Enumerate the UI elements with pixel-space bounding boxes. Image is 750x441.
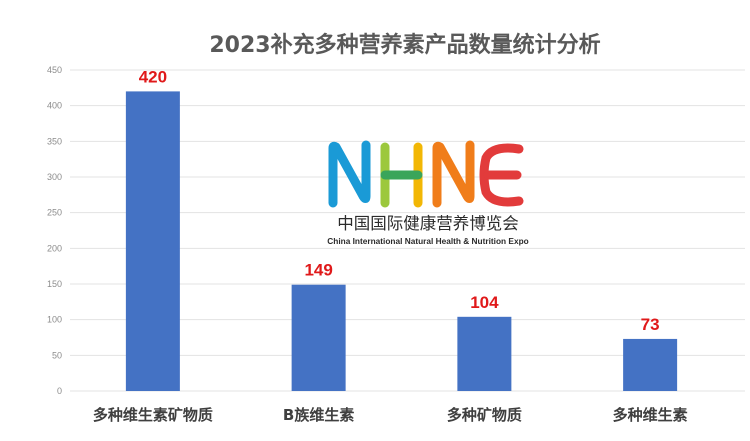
data-label: 73 [641, 315, 660, 334]
logo-name-cn: 中国国际健康营养博览会 [337, 214, 519, 233]
y-tick-label: 300 [47, 172, 62, 182]
bar [291, 284, 346, 391]
data-label: 149 [304, 261, 332, 280]
data-label: 420 [139, 67, 167, 86]
y-tick-label: 100 [47, 315, 62, 325]
category-label: 多种维生素矿物质 [93, 406, 213, 424]
y-tick-label: 450 [47, 65, 62, 75]
y-tick-label: 0 [57, 386, 62, 396]
bar [457, 316, 512, 391]
x-axis-categories: 多种维生素矿物质 B族维生素 多种矿物质 多种维生素 [93, 406, 688, 424]
category-label: 多种维生素 [613, 406, 688, 424]
bar [125, 91, 180, 392]
bars [125, 91, 678, 392]
data-labels: 420 149 104 73 [139, 67, 660, 334]
nhne-logo-watermark: 中国国际健康营养博览会 China International Natural … [327, 140, 529, 246]
y-tick-label: 350 [47, 136, 62, 146]
y-tick-label: 50 [52, 350, 62, 360]
category-label: 多种矿物质 [447, 406, 522, 424]
nhne-logo-mark [328, 140, 524, 208]
category-label: B族维生素 [283, 406, 354, 424]
data-label: 104 [470, 293, 499, 312]
y-tick-label: 250 [47, 208, 62, 218]
logo-name-en: China International Natural Health & Nut… [327, 236, 528, 246]
chart-title: 2023补充多种营养素产品数量统计分析 [209, 32, 600, 58]
bar [623, 338, 678, 391]
y-tick-label: 200 [47, 243, 62, 253]
y-tick-label: 400 [47, 101, 62, 111]
y-axis-ticks: 0 50 100 150 200 250 300 350 400 450 [47, 65, 62, 396]
gridlines [70, 69, 745, 392]
y-tick-label: 150 [47, 279, 62, 289]
